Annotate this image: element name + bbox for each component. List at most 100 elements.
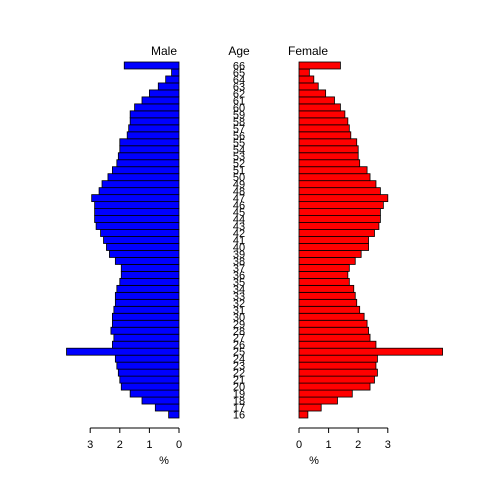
female-title: Female (288, 44, 328, 58)
male-bar-age-45 (94, 208, 180, 216)
female-x-axis: 0 1 2 3 (296, 427, 391, 451)
male-bar-age-34 (116, 284, 180, 293)
age-label-55: 55 (233, 137, 245, 149)
age-label-58: 58 (233, 116, 245, 128)
male-bar-age-22 (117, 368, 180, 377)
female-bar-age-63 (298, 82, 319, 91)
male-bar-age-29 (112, 319, 180, 328)
female-bar-age-61 (298, 96, 335, 105)
male-bar-age-56 (126, 131, 180, 140)
male-bar-age-46 (94, 201, 180, 209)
male-tick-label-1: 1 (146, 439, 152, 451)
male-bar-age-40 (106, 243, 180, 251)
female-bar-age-27 (298, 333, 371, 342)
female-bar-age-55 (298, 138, 358, 147)
male-bar-age-18 (141, 396, 180, 405)
male-bars (66, 61, 180, 419)
male-bar-age-65 (171, 68, 180, 77)
male-bar-age-21 (119, 375, 180, 384)
age-label-21: 21 (233, 375, 245, 387)
female-bar-age-43 (298, 222, 380, 230)
age-label-35: 35 (233, 277, 245, 289)
male-bar-age-54 (119, 145, 180, 154)
male-bar-age-35 (119, 277, 180, 286)
male-bar-age-19 (129, 389, 180, 398)
female-bar-age-24 (298, 354, 378, 363)
female-bar-age-32 (298, 298, 358, 307)
age-label-26: 26 (233, 340, 245, 352)
age-label-54: 54 (233, 144, 245, 156)
female-bar-age-17 (298, 403, 322, 412)
male-bar-age-20 (120, 382, 180, 391)
female-bar-age-21 (298, 375, 375, 384)
age-label-39: 39 (233, 249, 245, 261)
age-label-38: 38 (233, 256, 245, 268)
age-label-30: 30 (233, 312, 245, 324)
female-bar-age-35 (298, 277, 350, 286)
age-label-33: 33 (233, 291, 245, 303)
age-label-22: 22 (233, 368, 245, 380)
female-bar-age-38 (298, 257, 356, 265)
male-bar-age-37 (120, 264, 180, 272)
age-label-29: 29 (233, 319, 245, 331)
female-bar-age-44 (298, 215, 381, 223)
male-bar-age-26 (112, 340, 180, 349)
male-bar-age-24 (114, 354, 180, 363)
age-label-27: 27 (233, 333, 245, 345)
male-bar-age-38 (114, 257, 180, 265)
female-bar-age-47 (298, 194, 389, 203)
male-bar-age-53 (117, 152, 180, 161)
age-label-23: 23 (233, 361, 245, 373)
age-label-19: 19 (233, 389, 245, 401)
female-bar-age-46 (298, 201, 384, 209)
female-bar-age-20 (298, 382, 371, 391)
male-bar-age-30 (112, 312, 180, 321)
age-label-52: 52 (233, 158, 245, 170)
age-label-16: 16 (233, 410, 245, 422)
female-bar-age-66 (298, 61, 341, 70)
male-bar-age-16 (168, 410, 180, 419)
female-bar-age-64 (298, 75, 315, 84)
age-label-34: 34 (233, 284, 245, 296)
female-bar-age-58 (298, 117, 349, 126)
female-bar-age-30 (298, 312, 365, 321)
female-bar-age-28 (298, 326, 369, 335)
female-bar-age-37 (298, 264, 350, 272)
female-bar-age-48 (298, 187, 381, 196)
age-label-25: 25 (233, 347, 245, 359)
age-label-44: 44 (233, 214, 245, 226)
female-bars (298, 61, 443, 419)
age-labels: 1617181920212223242526272829303132333435… (233, 60, 245, 421)
male-bar-age-60 (134, 103, 180, 112)
male-x-axis: 3 2 1 0 (87, 427, 182, 451)
age-title: Age (228, 44, 250, 58)
male-bar-age-23 (116, 361, 180, 370)
female-bar-age-22 (298, 368, 378, 377)
male-bar-age-41 (103, 236, 180, 244)
age-label-50: 50 (233, 172, 245, 184)
age-label-42: 42 (233, 228, 245, 240)
female-bar-age-40 (298, 243, 369, 251)
male-bar-age-59 (129, 110, 180, 119)
female-axis-label: % (309, 455, 319, 467)
age-label-64: 64 (233, 74, 245, 86)
female-bar-age-52 (298, 159, 361, 168)
female-bar-age-31 (298, 305, 361, 314)
male-bar-age-62 (148, 89, 180, 98)
female-bar-age-34 (298, 284, 355, 293)
age-label-53: 53 (233, 151, 245, 163)
age-label-49: 49 (233, 179, 245, 191)
male-title: Male (151, 44, 177, 58)
female-tick-label-3: 3 (385, 439, 391, 451)
female-bar-age-59 (298, 110, 346, 119)
female-bar-age-62 (298, 89, 327, 98)
male-bar-age-43 (95, 222, 180, 230)
male-bar-age-42 (100, 229, 180, 237)
male-bar-age-36 (120, 271, 180, 279)
male-bar-age-49 (101, 180, 180, 189)
female-bar-age-53 (298, 152, 359, 161)
female-tick-label-0: 0 (296, 439, 302, 451)
female-bar-age-50 (298, 173, 371, 182)
male-bar-age-39 (109, 250, 180, 258)
